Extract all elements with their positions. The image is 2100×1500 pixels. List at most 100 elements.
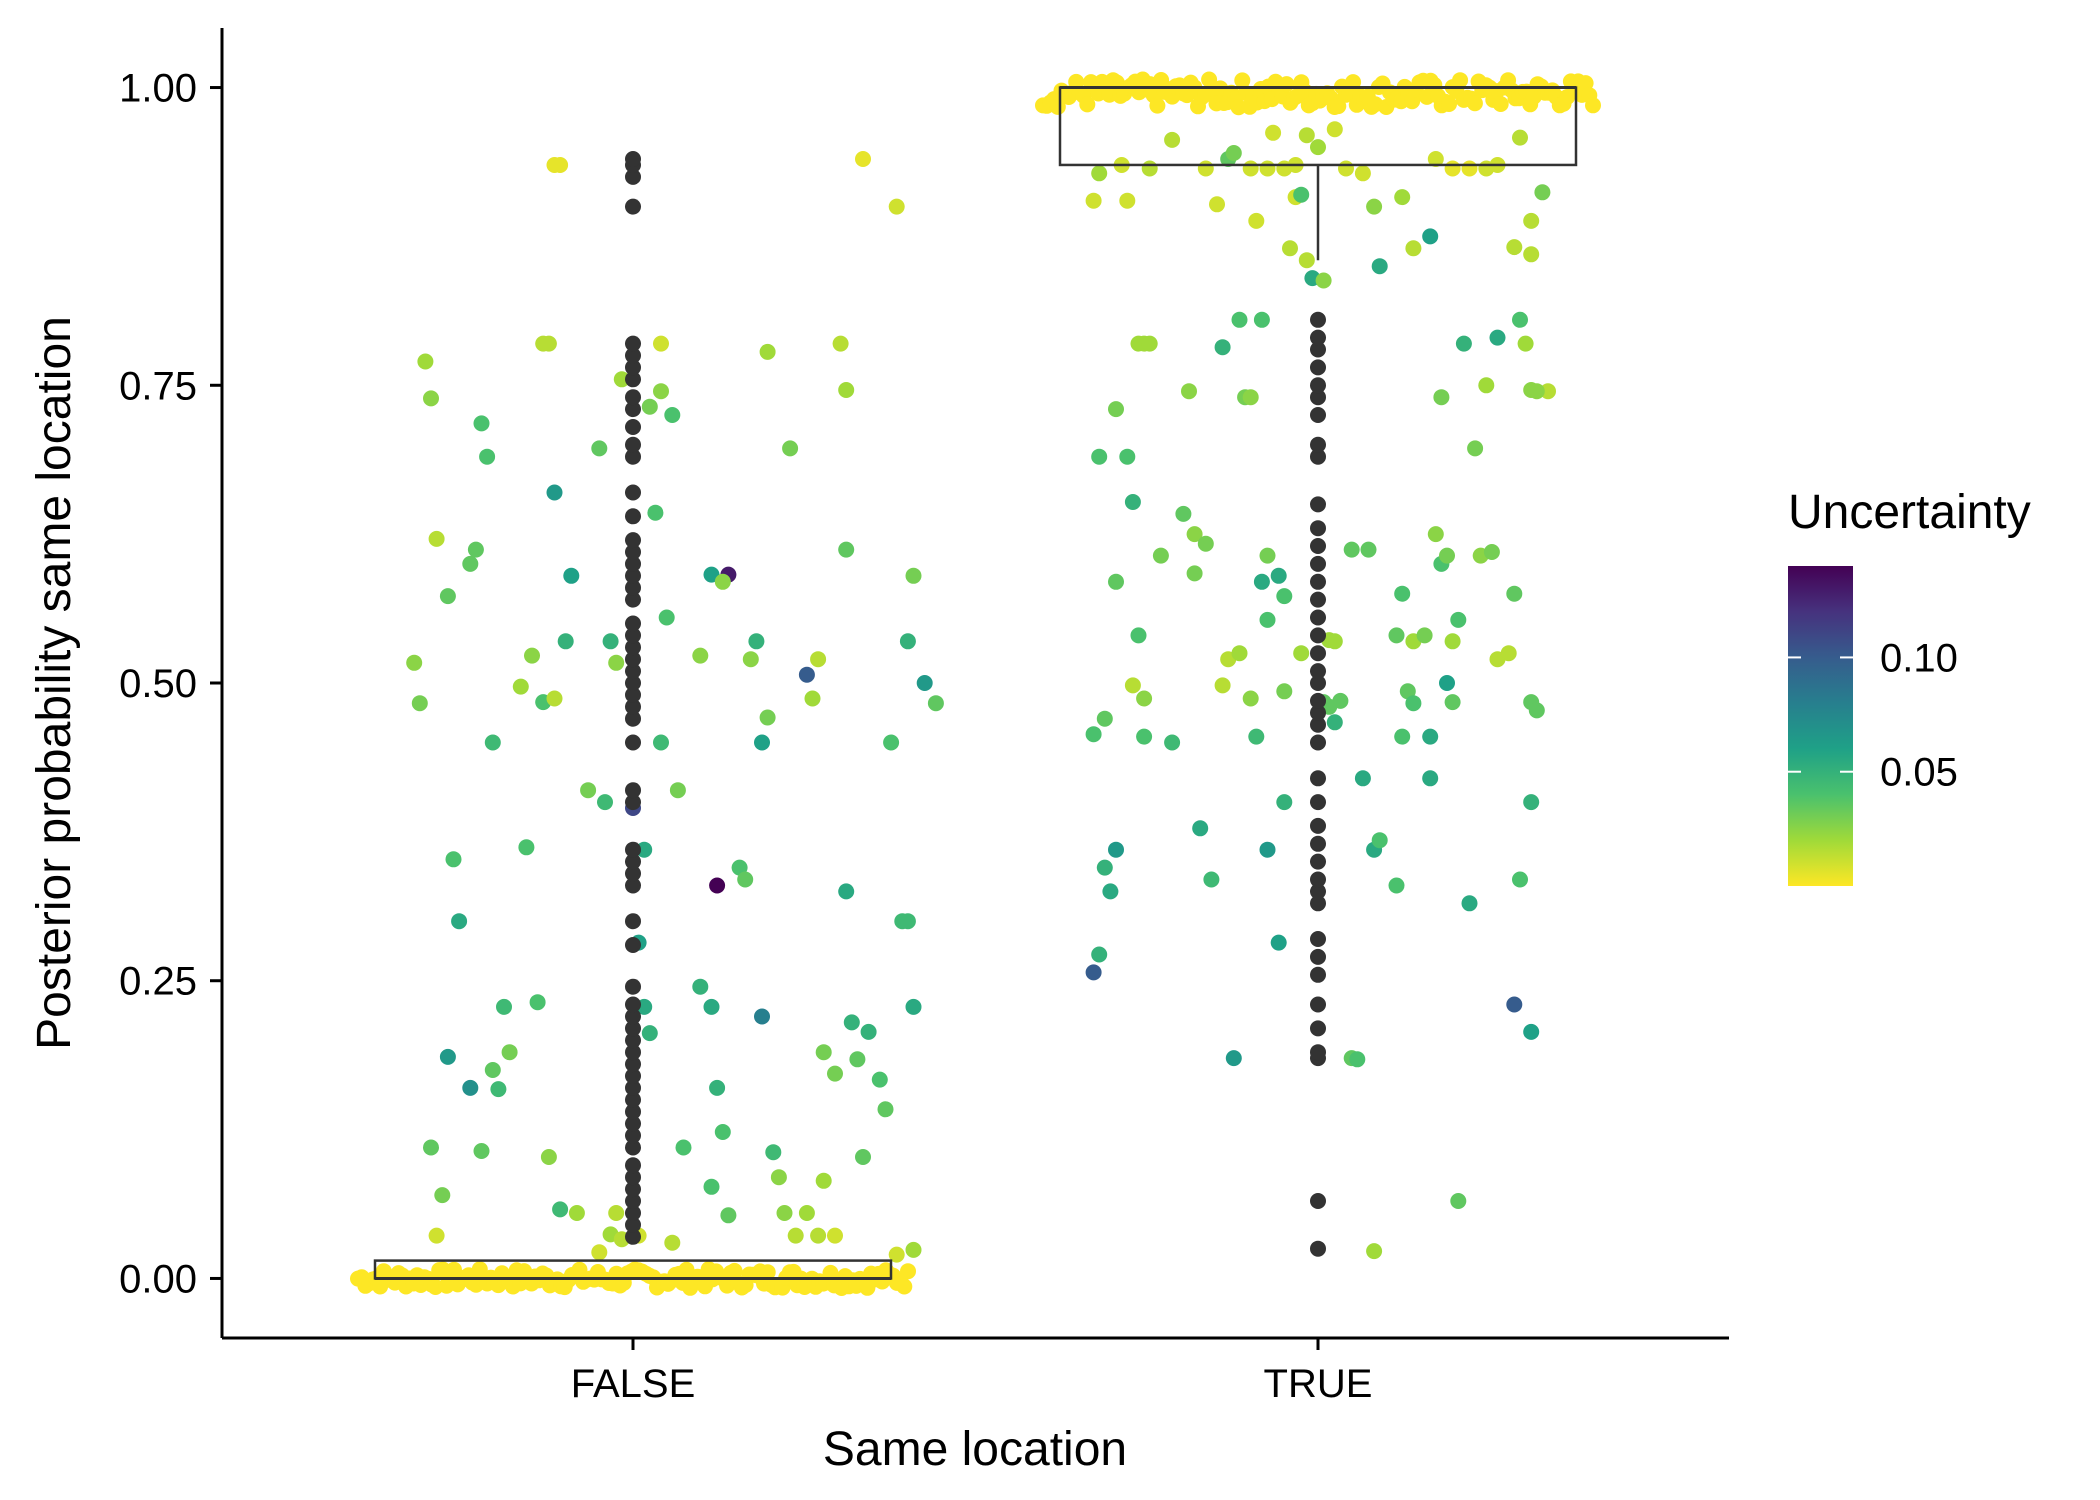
- data-point-true: [1124, 677, 1141, 694]
- data-point-true: [1517, 335, 1534, 352]
- band-point-true: [1577, 75, 1594, 92]
- data-point-false: [905, 998, 922, 1015]
- axes: [220, 28, 1729, 1340]
- data-point-true: [1422, 728, 1439, 745]
- data-point-false: [608, 654, 625, 671]
- y-axis-title: Posterior probability same location: [28, 316, 81, 1050]
- data-point-false: [557, 633, 574, 650]
- boxplot-outlier: [1310, 1020, 1326, 1037]
- boxplot-outlier: [625, 1216, 641, 1233]
- data-point-false: [737, 871, 754, 888]
- data-point-false: [602, 633, 619, 650]
- legend-tick-label: 0.05: [1880, 751, 1958, 795]
- boxplot-outlier: [625, 1139, 641, 1156]
- data-point-false: [843, 1014, 860, 1031]
- boxplot-outlier: [1310, 520, 1326, 537]
- data-point-true: [1091, 165, 1108, 182]
- boxplot-outlier: [1310, 448, 1326, 465]
- data-point-false: [658, 609, 675, 626]
- boxplot-outlier: [625, 651, 641, 668]
- data-point-true: [1085, 726, 1102, 743]
- legend-colorbar: [1788, 566, 1853, 886]
- band-point-false: [726, 1262, 743, 1279]
- data-point-true: [1085, 192, 1102, 209]
- boxplot-outlier: [625, 436, 641, 453]
- data-point-true: [1242, 160, 1259, 177]
- boxplot-outlier: [1310, 627, 1326, 644]
- data-point-false: [417, 353, 434, 370]
- data-point-true: [1523, 382, 1540, 398]
- data-point-false: [636, 841, 653, 858]
- data-point-false: [529, 994, 546, 1011]
- data-point-true: [1523, 246, 1540, 263]
- data-point-true: [1326, 714, 1343, 731]
- data-point-false: [899, 913, 916, 930]
- boxplot-outlier: [1310, 496, 1326, 513]
- data-point-false: [855, 1149, 871, 1165]
- boxplot-outlier: [625, 151, 641, 167]
- data-point-true: [1528, 702, 1545, 719]
- boxplot-outlier: [625, 359, 641, 376]
- data-point-true: [1276, 794, 1293, 811]
- y-tick-label: 0.75: [119, 364, 197, 408]
- data-point-true: [1416, 627, 1433, 644]
- data-point-true: [1298, 127, 1315, 144]
- data-point-true: [1450, 1193, 1467, 1209]
- band-point-true: [1492, 96, 1509, 112]
- data-point-true: [1483, 544, 1500, 560]
- data-point-false: [798, 666, 815, 683]
- boxplot-outlier: [625, 710, 641, 727]
- data-point-true: [1119, 192, 1136, 209]
- data-point-true: [1214, 339, 1231, 356]
- boxplot-outlier: [1310, 692, 1326, 709]
- data-point-true: [1164, 131, 1181, 148]
- data-point-true: [1467, 440, 1484, 457]
- data-point-false: [641, 398, 658, 415]
- data-point-true: [1197, 535, 1214, 552]
- boxplot-outlier: [625, 937, 641, 953]
- data-point-false: [714, 573, 731, 590]
- data-point-true: [1136, 690, 1153, 707]
- data-point-true: [1231, 645, 1248, 662]
- boxplot-outlier: [625, 389, 641, 406]
- data-point-false: [905, 567, 922, 584]
- boxplot-outlier: [625, 1008, 641, 1025]
- boxplot-outlier: [625, 639, 641, 656]
- boxplot-outlier: [625, 591, 641, 608]
- boxplot-outlier: [1310, 931, 1326, 947]
- data-point-false: [798, 1205, 815, 1221]
- data-point-false: [838, 382, 855, 398]
- data-point-false: [804, 690, 821, 707]
- data-point-false: [742, 651, 759, 668]
- data-point-true: [1354, 770, 1371, 787]
- data-point-true: [1096, 859, 1113, 876]
- data-point-true: [1371, 258, 1388, 275]
- boxplot-outlier: [1310, 663, 1326, 680]
- data-point-true: [1433, 389, 1450, 406]
- data-point-true: [1366, 1243, 1383, 1260]
- data-point-false: [496, 998, 512, 1015]
- data-point-true: [1523, 1023, 1540, 1040]
- data-point-false: [731, 859, 748, 876]
- x-tick-label: TRUE: [1264, 1362, 1373, 1406]
- boxplot-outlier: [625, 734, 641, 751]
- data-point-false: [709, 1079, 726, 1096]
- band-point-true: [1079, 96, 1096, 113]
- data-point-false: [810, 651, 827, 668]
- boxplot-outlier: [1310, 311, 1326, 328]
- data-point-true: [1326, 121, 1343, 138]
- boxplot-outlier: [1310, 770, 1326, 787]
- boxplot-outlier: [625, 198, 641, 215]
- boxplot-outlier: [625, 1115, 641, 1132]
- data-point-true: [1164, 734, 1181, 751]
- data-point-false: [462, 555, 479, 572]
- data-point-true: [1394, 728, 1411, 745]
- data-point-false: [451, 913, 468, 930]
- data-point-true: [1096, 710, 1113, 727]
- boxplot-outlier: [625, 627, 641, 644]
- data-point-true: [1405, 240, 1422, 257]
- data-point-false: [759, 709, 776, 726]
- data-point-true: [1119, 448, 1136, 465]
- band-point-true: [1441, 96, 1457, 112]
